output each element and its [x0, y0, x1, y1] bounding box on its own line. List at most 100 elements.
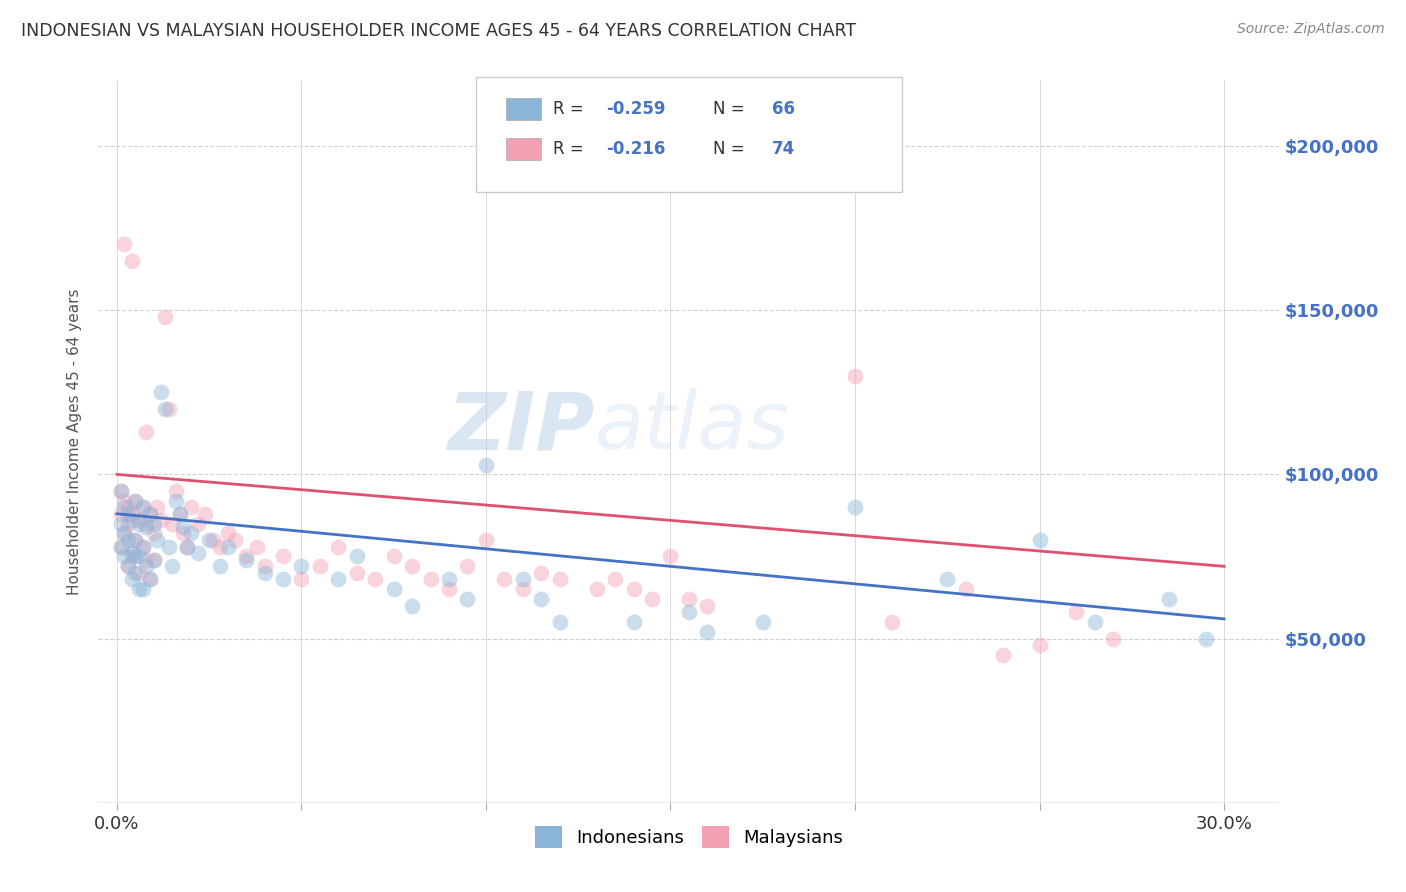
- Point: [135, 516, 157, 531]
- Point: [457, 592, 479, 607]
- Point: [150, 385, 173, 400]
- Point: [991, 648, 1014, 662]
- Point: [328, 573, 350, 587]
- Point: [110, 516, 132, 531]
- Point: [530, 592, 553, 607]
- Point: [678, 592, 700, 607]
- Point: [253, 566, 276, 580]
- Point: [187, 516, 209, 531]
- Point: [165, 483, 187, 498]
- Point: [751, 615, 773, 630]
- Point: [605, 573, 627, 587]
- Point: [1028, 638, 1050, 652]
- Point: [139, 573, 162, 587]
- Point: [623, 615, 645, 630]
- Point: [585, 582, 607, 597]
- Point: [157, 540, 180, 554]
- Point: [475, 458, 498, 472]
- Point: [121, 253, 143, 268]
- Point: [1102, 632, 1125, 646]
- Point: [121, 507, 143, 521]
- Point: [309, 559, 332, 574]
- Point: [117, 507, 139, 521]
- Legend: Indonesians, Malaysians: Indonesians, Malaysians: [527, 819, 851, 855]
- Point: [124, 549, 146, 564]
- FancyBboxPatch shape: [506, 138, 541, 160]
- Point: [132, 582, 155, 597]
- Point: [382, 582, 405, 597]
- Point: [364, 573, 387, 587]
- Point: [112, 549, 135, 564]
- Point: [135, 425, 157, 439]
- FancyBboxPatch shape: [477, 77, 901, 193]
- Point: [880, 615, 903, 630]
- Point: [146, 500, 169, 515]
- Point: [165, 493, 187, 508]
- Text: ZIP: ZIP: [447, 388, 595, 467]
- Point: [110, 507, 132, 521]
- Point: [1195, 632, 1218, 646]
- Point: [110, 540, 132, 554]
- Point: [512, 573, 534, 587]
- Point: [641, 592, 664, 607]
- Point: [180, 526, 202, 541]
- Point: [678, 605, 700, 619]
- Point: [512, 582, 534, 597]
- Point: [437, 573, 460, 587]
- Point: [128, 566, 150, 580]
- Point: [346, 549, 368, 564]
- Point: [117, 559, 139, 574]
- Point: [139, 573, 162, 587]
- Point: [1157, 592, 1180, 607]
- Point: [253, 559, 276, 574]
- Point: [139, 507, 162, 521]
- Point: [346, 566, 368, 580]
- Point: [112, 493, 135, 508]
- Point: [209, 559, 232, 574]
- Point: [176, 540, 198, 554]
- Point: [209, 540, 232, 554]
- Point: [176, 540, 198, 554]
- Point: [142, 526, 165, 541]
- Text: N =: N =: [713, 100, 749, 118]
- Point: [110, 540, 132, 554]
- Point: [217, 526, 239, 541]
- Text: -0.259: -0.259: [606, 100, 666, 118]
- Point: [128, 516, 150, 531]
- Point: [494, 573, 516, 587]
- Point: [844, 368, 866, 383]
- Point: [121, 513, 143, 527]
- Point: [169, 507, 191, 521]
- Point: [401, 599, 423, 613]
- Point: [121, 546, 143, 560]
- Text: R =: R =: [553, 140, 589, 158]
- Point: [117, 533, 139, 547]
- Point: [437, 582, 460, 597]
- Point: [382, 549, 405, 564]
- Point: [132, 540, 155, 554]
- Text: -0.216: -0.216: [606, 140, 665, 158]
- Point: [128, 582, 150, 597]
- Point: [157, 401, 180, 416]
- Point: [696, 599, 718, 613]
- Point: [153, 310, 176, 324]
- Point: [198, 533, 221, 547]
- Point: [401, 559, 423, 574]
- Text: 66: 66: [772, 100, 794, 118]
- Point: [128, 549, 150, 564]
- Point: [1066, 605, 1088, 619]
- Point: [153, 401, 176, 416]
- Text: Source: ZipAtlas.com: Source: ZipAtlas.com: [1237, 22, 1385, 37]
- Point: [1028, 533, 1050, 547]
- Point: [132, 500, 155, 515]
- Point: [548, 573, 571, 587]
- Point: [290, 573, 312, 587]
- Point: [146, 533, 169, 547]
- Point: [172, 520, 194, 534]
- Point: [290, 559, 312, 574]
- Point: [112, 500, 135, 515]
- Point: [117, 516, 139, 531]
- Point: [162, 559, 183, 574]
- Point: [1084, 615, 1107, 630]
- Point: [110, 483, 132, 498]
